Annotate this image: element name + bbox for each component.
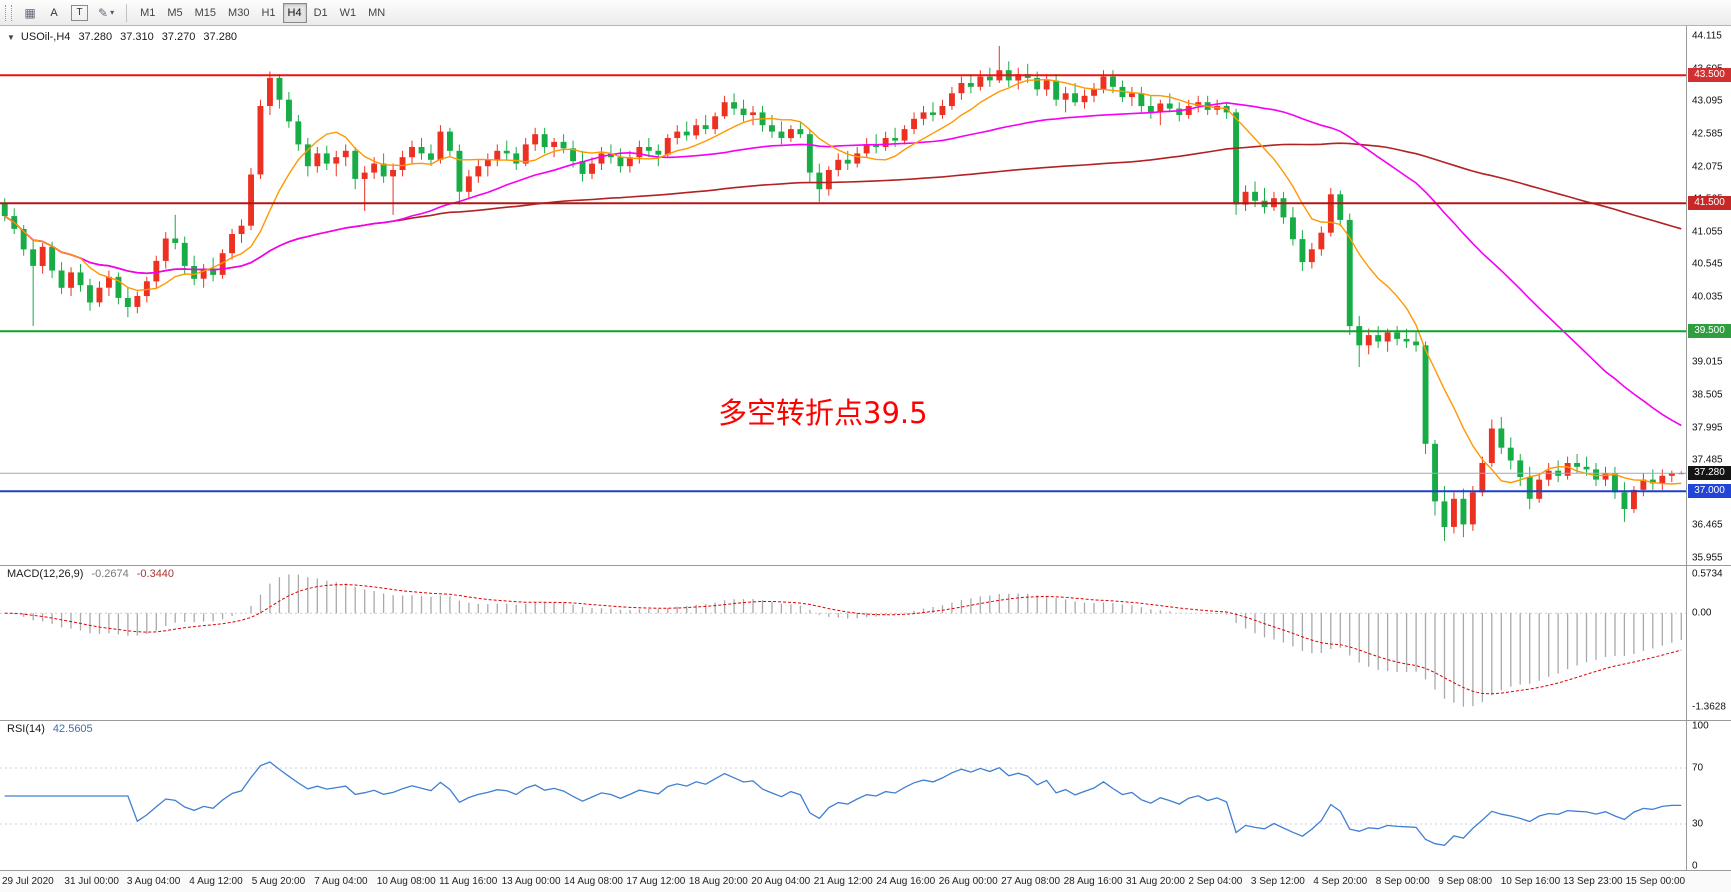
macd-main-value: -0.2674 (91, 568, 129, 580)
timeframe-button-h4[interactable]: H4 (282, 2, 307, 23)
rsi-header: RSI(14) 42.5605 (7, 723, 93, 735)
date-label: 13 Aug 00:00 (501, 876, 561, 887)
price-badge-43.500: 43.500 (1688, 68, 1731, 83)
toolbar-separator (126, 3, 128, 22)
text-tool-button[interactable]: T (67, 3, 92, 23)
date-label: 31 Aug 20:00 (1126, 876, 1185, 887)
date-label: 27 Aug 08:00 (1001, 876, 1061, 887)
draw-tool-dropdown-icon: ▾ (110, 8, 115, 17)
price-axis-label: 35.955 (1692, 552, 1723, 564)
rsi-axis-label: 100 (1692, 720, 1709, 732)
timeframe-button-w1[interactable]: W1 (335, 3, 362, 23)
rsi-name: RSI(14) (7, 723, 45, 735)
date-label: 14 Aug 08:00 (564, 876, 623, 887)
open-value: 37.280 (78, 31, 113, 43)
chart-header: ▼ USOil-,H4 37.280 37.310 37.270 37.280 (7, 31, 237, 43)
price-axis-label: 37.485 (1692, 454, 1723, 466)
rsi-axis-label: 70 (1692, 762, 1704, 774)
rsi-pane[interactable] (0, 720, 1686, 870)
date-label: 31 Jul 00:00 (64, 876, 119, 887)
timeframe-button-m15[interactable]: M15 (190, 3, 221, 23)
timeframe-button-m1[interactable]: M1 (135, 3, 160, 23)
draw-tool-icon: ✎ (98, 5, 109, 20)
macd-pane[interactable] (0, 565, 1686, 720)
price-axis-label: 40.545 (1692, 258, 1723, 270)
date-label: 11 Aug 16:00 (439, 876, 498, 887)
date-label: 7 Aug 04:00 (314, 876, 368, 887)
macd-header: MACD(12,26,9) -0.2674 -0.3440 (7, 568, 174, 580)
high-value: 37.310 (120, 31, 154, 43)
date-label: 4 Aug 12:00 (189, 876, 243, 887)
date-label: 26 Aug 00:00 (938, 876, 998, 887)
date-label: 28 Aug 16:00 (1063, 876, 1123, 887)
time-axis[interactable] (0, 871, 1731, 892)
macd-signal-value: -0.3440 (136, 568, 175, 580)
date-label: 3 Aug 04:00 (126, 876, 181, 887)
pane-separator[interactable] (0, 565, 1731, 566)
text-tool-label: T (71, 4, 88, 21)
toolbar: ▦ A T ✎ ▾ M1 M5 M15 M30 H1 H4 D1 W1 MN (0, 0, 1731, 26)
toolbar-drag-handle[interactable] (5, 4, 12, 21)
rsi-value: 42.5605 (52, 723, 93, 735)
date-label: 21 Aug 12:00 (813, 876, 873, 887)
timeframe-button-h1[interactable]: H1 (256, 3, 280, 23)
price-badge-41.500: 41.500 (1688, 196, 1731, 211)
price-axis-label: 42.075 (1692, 161, 1723, 172)
collapse-icon[interactable]: ▼ (7, 32, 15, 42)
date-label: 29 Jul 2020 (2, 876, 54, 887)
pane-separator[interactable] (0, 720, 1731, 721)
macd-axis-label: -1.3628 (1692, 701, 1726, 713)
date-label: 15 Sep 00:00 (1625, 876, 1686, 887)
price-axis-label: 36.465 (1692, 519, 1723, 531)
price-axis-label: 39.015 (1692, 356, 1723, 368)
macd-axis-label: 0.00 (1692, 607, 1712, 619)
chart-windows-button[interactable]: ▦ (19, 3, 41, 23)
price-axis-label: 43.095 (1692, 95, 1723, 107)
close-value: 37.280 (203, 31, 238, 43)
rsi-axis-label: 0 (1692, 860, 1698, 872)
timeframe-button-group: M1 M5 M15 M30 H1 H4 D1 W1 MN (135, 2, 390, 23)
date-label: 4 Sep 20:00 (1313, 876, 1368, 887)
price-axis-label: 37.995 (1692, 422, 1723, 433)
timeframe-button-mn[interactable]: MN (363, 3, 390, 23)
price-axis-label: 44.115 (1692, 30, 1722, 42)
price-axis-label: 38.505 (1692, 389, 1723, 401)
low-value: 37.270 (161, 31, 196, 43)
chart-annotation-text[interactable]: 多空转折点39.5 (718, 396, 928, 430)
symbol-label: USOil-,H4 (20, 31, 71, 43)
date-label: 5 Aug 20:00 (251, 876, 306, 887)
date-label: 24 Aug 16:00 (876, 876, 936, 887)
rsi-axis-label: 30 (1692, 818, 1704, 830)
draw-tool-button[interactable]: ✎ ▾ (94, 3, 118, 23)
timeframe-button-m5[interactable]: M5 (162, 3, 187, 23)
date-label: 10 Sep 16:00 (1500, 876, 1561, 887)
price-axis-label: 42.585 (1692, 128, 1723, 140)
price-axis[interactable] (1686, 26, 1731, 870)
date-label: 9 Sep 08:00 (1438, 876, 1493, 887)
price-axis-label: 41.055 (1692, 226, 1723, 238)
date-label: 17 Aug 12:00 (626, 876, 686, 887)
price-chart-pane[interactable] (0, 26, 1686, 565)
date-label: 8 Sep 00:00 (1375, 876, 1430, 887)
date-label: 20 Aug 04:00 (751, 876, 811, 887)
chart-windows-icon: ▦ (24, 5, 36, 20)
date-label: 2 Sep 04:00 (1188, 876, 1243, 887)
price-badge-37.280: 37.280 (1688, 466, 1731, 481)
date-label: 13 Sep 23:00 (1563, 876, 1623, 887)
cursor-tool-button[interactable]: A (43, 3, 65, 23)
pane-separator[interactable] (0, 870, 1731, 871)
timeframe-button-m30[interactable]: M30 (223, 3, 254, 23)
price-axis-label: 40.035 (1692, 291, 1723, 303)
macd-name: MACD(12,26,9) (7, 568, 84, 580)
price-badge-39.500: 39.500 (1688, 324, 1731, 339)
date-label: 3 Sep 12:00 (1250, 876, 1305, 887)
timeframe-button-d1[interactable]: D1 (309, 3, 333, 23)
date-label: 10 Aug 08:00 (376, 876, 436, 887)
cursor-tool-label: A (50, 6, 58, 19)
macd-axis-label: 0.5734 (1692, 568, 1723, 580)
axis-separator (1686, 26, 1687, 870)
price-badge-37.000: 37.000 (1688, 484, 1731, 499)
date-label: 18 Aug 20:00 (688, 876, 748, 887)
